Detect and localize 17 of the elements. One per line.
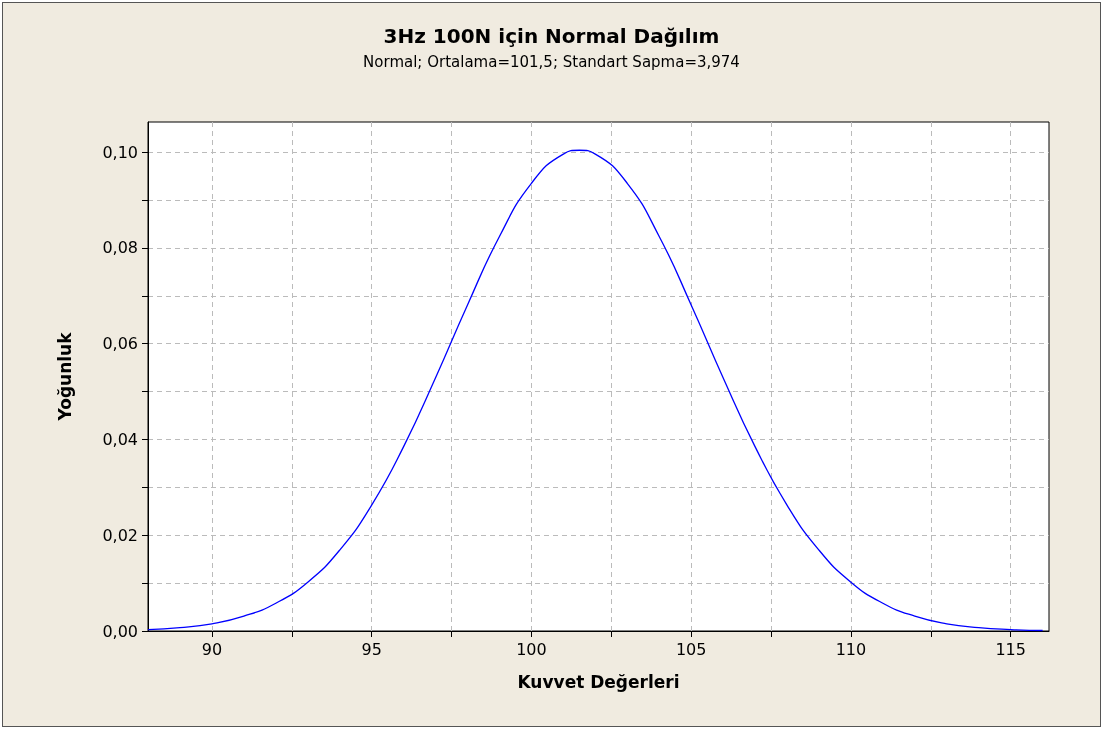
line-series bbox=[147, 149, 1044, 632]
x-tick-label: 100 bbox=[516, 639, 547, 659]
chart-title: 3Hz 100N için Normal Dağılım bbox=[383, 24, 720, 48]
chart-subtitle: Normal; Ortalama=101,5; Standart Sapma=3,974 bbox=[363, 52, 740, 71]
y-tick-label: 0,04 bbox=[102, 429, 138, 449]
y-axis-title: Yoğunluk bbox=[54, 331, 75, 422]
x-tick-label: 115 bbox=[995, 639, 1026, 659]
x-tick-label: 105 bbox=[675, 639, 707, 659]
y-tick-label: 0,00 bbox=[102, 621, 138, 641]
y-tick-label: 0,06 bbox=[102, 334, 138, 354]
y-tick-label: 0,02 bbox=[102, 525, 138, 545]
x-tick-label: 110 bbox=[835, 639, 867, 659]
y-tick-label: 0,08 bbox=[102, 238, 138, 258]
x-axis-title: Kuvvet Değerleri bbox=[517, 671, 680, 692]
y-tick-label: 0,10 bbox=[102, 142, 138, 162]
x-tick-label: 95 bbox=[361, 639, 382, 659]
x-tick-label: 90 bbox=[201, 639, 223, 659]
